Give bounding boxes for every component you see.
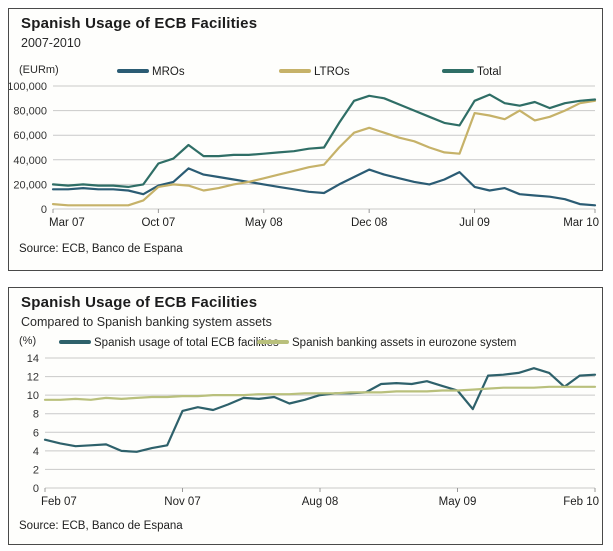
panel-ecb-usage-percent: Spanish Usage of ECB Facilities Compared… xyxy=(8,287,603,545)
series-line-total xyxy=(51,93,597,189)
series-line-spanish-banking-assets-in-eurozone-system xyxy=(43,385,597,401)
y-tick-label: 40,000 xyxy=(13,155,47,167)
legend-label: LTROs xyxy=(314,65,350,78)
y-tick-label: 80,000 xyxy=(13,106,47,118)
source-note: Source: ECB, Banco de Espana xyxy=(19,243,183,255)
y-tick-label: 4 xyxy=(33,446,39,458)
chart-subtitle: 2007-2010 xyxy=(21,36,81,50)
y-tick-label: 12 xyxy=(27,372,39,384)
chart-subtitle: Compared to Spanish banking system asset… xyxy=(21,315,272,329)
y-tick-label: 2 xyxy=(33,464,39,476)
y-tick-label: 0 xyxy=(41,204,47,216)
x-tick-label: May 08 xyxy=(245,217,283,229)
x-tick-label: May 09 xyxy=(439,496,477,508)
y-tick-label: 0 xyxy=(33,483,39,495)
legend-item: MROs xyxy=(117,63,185,79)
legend-swatch-line xyxy=(257,339,289,344)
y-tick-label: 10 xyxy=(27,390,39,402)
y-axis-unit-label: (EURm) xyxy=(19,64,59,76)
x-tick-label: Jul 09 xyxy=(459,217,490,229)
legend-item: Spanish usage of total ECB facilities xyxy=(59,334,279,350)
line-chart-percent: 0 2 4 6 8 10 12 14 Feb 07 Nov 07 Aug 08 May 09 Feb 1… xyxy=(27,353,599,508)
legend-label: Spanish banking assets in eurozone syste… xyxy=(292,336,517,349)
x-tick-label: Nov 07 xyxy=(164,496,200,508)
y-tick-label: 60,000 xyxy=(13,130,47,142)
legend-label: Total xyxy=(477,65,502,78)
panel-ecb-usage-eurm: Spanish Usage of ECB Facilities 2007-201… xyxy=(8,8,603,271)
series-line-mros xyxy=(51,167,597,207)
legend-label: Spanish usage of total ECB facilities xyxy=(94,336,279,349)
x-tick-label: Dec 08 xyxy=(351,217,387,229)
y-tick-label: 20,000 xyxy=(13,179,47,191)
y-tick-label: 100,000 xyxy=(9,81,47,93)
legend-swatch-line xyxy=(442,68,474,73)
legend: (%) Spanish usage of total ECB facilitie… xyxy=(9,334,602,350)
x-tick-label: Oct 07 xyxy=(141,217,175,229)
x-tick-label: Mar 10 xyxy=(563,217,599,229)
legend-swatch-line xyxy=(279,68,311,73)
y-tick-label: 6 xyxy=(33,427,39,439)
legend-item: LTROs xyxy=(279,63,350,79)
x-tick-label: Mar 07 xyxy=(49,217,85,229)
legend-label: MROs xyxy=(152,65,185,78)
series-line-spanish-usage-of-total-ecb-facilities xyxy=(43,367,597,453)
legend-item: Spanish banking assets in eurozone syste… xyxy=(257,334,516,350)
x-tick-label: Aug 08 xyxy=(302,496,338,508)
legend-item: Total xyxy=(442,63,501,79)
legend: (EURm) MROs LTROs Total xyxy=(9,63,602,79)
chart-title: Spanish Usage of ECB Facilities xyxy=(21,294,258,311)
series-line-ltros xyxy=(51,99,597,207)
y-tick-label: 8 xyxy=(33,409,39,421)
source-note: Source: ECB, Banco de Espana xyxy=(19,520,183,532)
line-chart-eurm: 0 20,000 40,000 60,000 80,000 100,000 Mar 07 Oc… xyxy=(9,81,599,229)
legend-swatch-line xyxy=(59,339,91,344)
y-tick-label: 14 xyxy=(27,353,39,365)
x-tick-label: Feb 10 xyxy=(563,496,599,508)
legend-swatch-line xyxy=(117,68,149,73)
x-tick-label: Feb 07 xyxy=(41,496,77,508)
y-axis-unit-label: (%) xyxy=(19,335,37,347)
chart-title: Spanish Usage of ECB Facilities xyxy=(21,15,258,32)
